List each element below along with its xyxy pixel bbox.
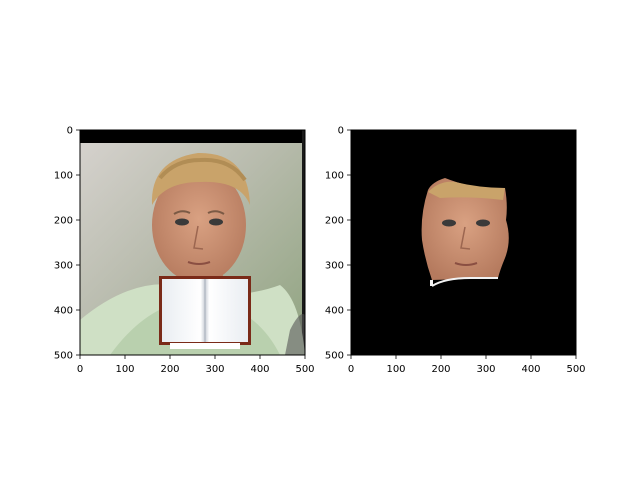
y-tick-label: 500 [325,351,344,362]
x-tick-label: 100 [386,364,405,375]
x-tick-label: 0 [348,364,354,375]
x-tick-label: 200 [160,364,179,375]
left-photo [80,130,305,355]
face-mask-image [351,130,576,355]
x-tick-label: 200 [431,364,450,375]
left-y-ticks: 0 100 200 300 400 500 [54,126,80,362]
x-tick-label: 400 [521,364,540,375]
right-y-ticks: 0 100 200 300 400 500 [325,126,351,362]
y-tick-label: 500 [54,351,73,362]
left-panel: 0 100 200 300 400 500 0 100 200 300 400 500 [54,126,315,376]
book-occluder [159,276,251,349]
x-tick-label: 100 [115,364,134,375]
x-tick-label: 0 [77,364,83,375]
x-tick-label: 300 [205,364,224,375]
x-tick-label: 300 [476,364,495,375]
y-tick-label: 200 [54,216,73,227]
x-tick-label: 500 [295,364,314,375]
right-panel: 0 100 200 300 400 500 0 100 200 300 400 500 [325,126,586,376]
right-x-ticks: 0 100 200 300 400 500 [348,355,586,375]
y-tick-label: 400 [325,306,344,317]
y-tick-label: 300 [54,261,73,272]
y-tick-label: 300 [325,261,344,272]
y-tick-label: 0 [338,126,344,137]
left-x-ticks: 0 100 200 300 400 500 [77,355,315,375]
y-tick-label: 100 [325,171,344,182]
y-tick-label: 200 [325,216,344,227]
x-tick-label: 400 [250,364,269,375]
y-tick-label: 0 [67,126,73,137]
x-tick-label: 500 [566,364,585,375]
y-tick-label: 400 [54,306,73,317]
y-tick-label: 100 [54,171,73,182]
